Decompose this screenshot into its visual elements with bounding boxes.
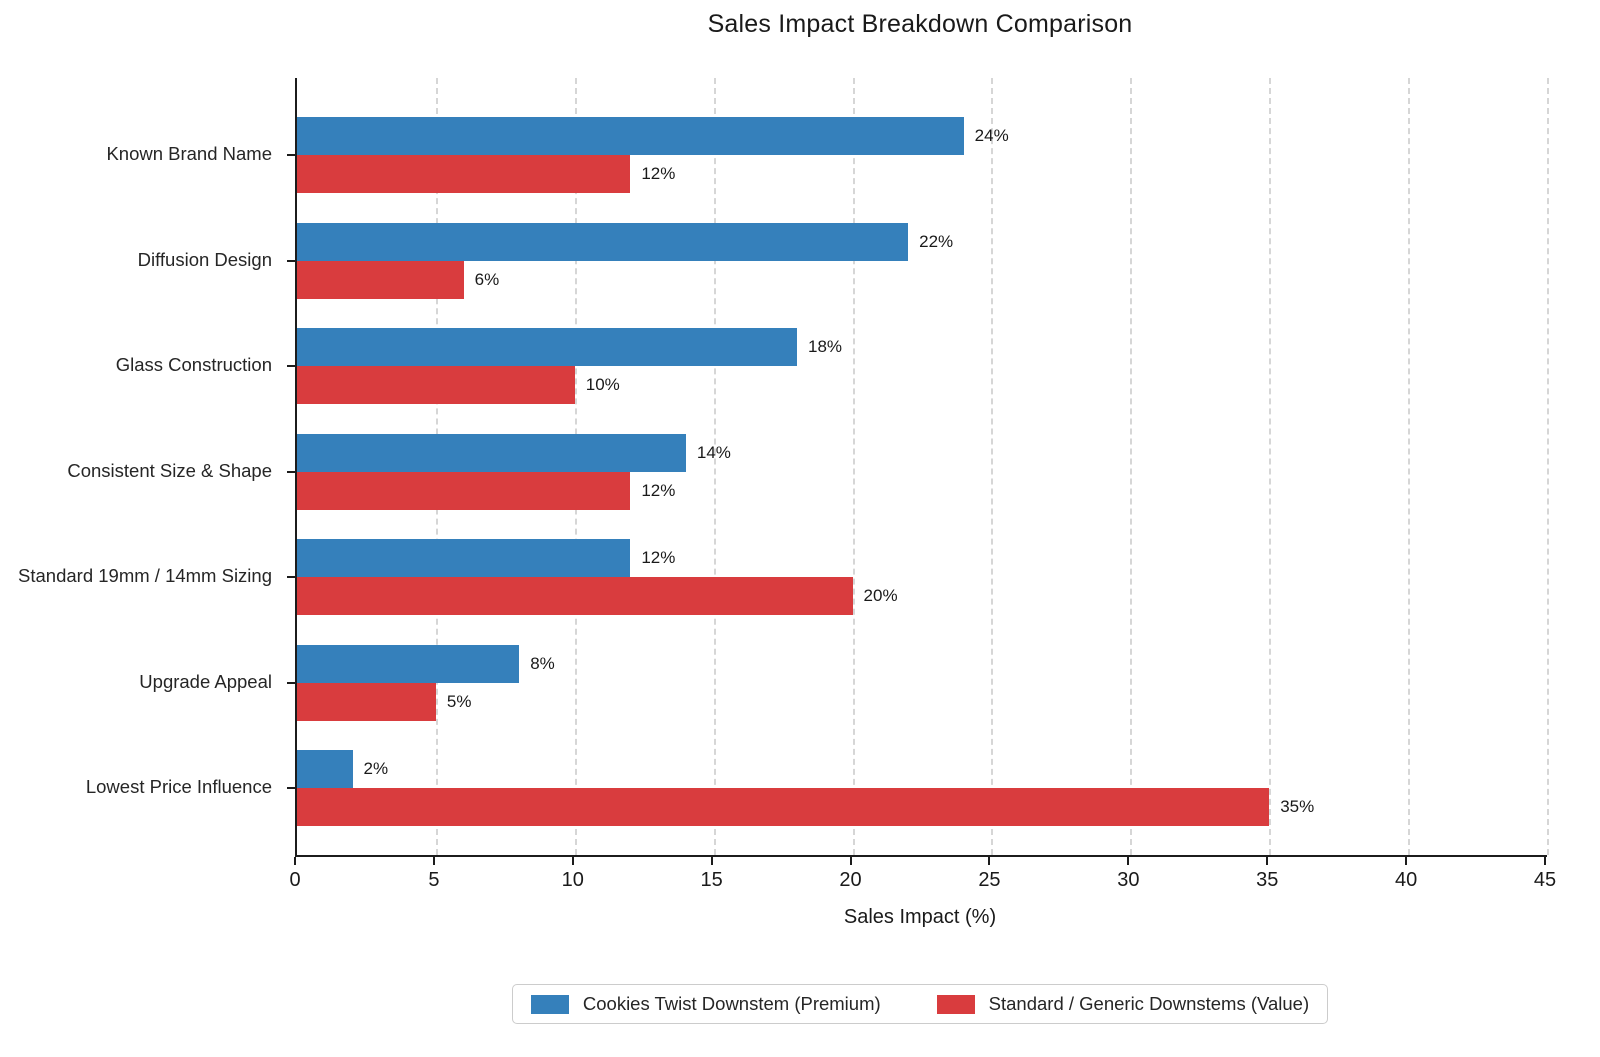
gridline-x-25 xyxy=(991,78,994,855)
bar-value-label: 14% xyxy=(696,442,731,462)
bar-value-label: 8% xyxy=(530,653,555,673)
x-tick-15 xyxy=(710,857,713,865)
bar-value xyxy=(297,155,631,193)
bar-value-label: 35% xyxy=(1280,797,1315,816)
x-tick-30 xyxy=(1127,857,1130,865)
gridline-x-20 xyxy=(852,78,855,855)
bar-premium xyxy=(297,117,964,155)
x-axis-label: Sales Impact (%) xyxy=(843,906,997,928)
bar-value xyxy=(297,366,575,404)
x-tick-5 xyxy=(432,857,435,865)
bar-value xyxy=(297,471,631,510)
bar-premium xyxy=(297,539,631,577)
category-label: Known Brand Name xyxy=(106,143,272,164)
bar-value xyxy=(297,682,436,721)
gridline-x-15 xyxy=(713,78,716,855)
chart-title: Sales Impact Breakdown Comparison xyxy=(707,10,1133,38)
bar-value-label: 12% xyxy=(641,164,676,183)
bar-premium xyxy=(297,433,686,472)
y-tick-0 xyxy=(287,154,295,156)
y-tick-3 xyxy=(287,470,295,473)
bar-value xyxy=(297,260,464,299)
legend-label-value: Standard / Generic Downstems (Value) xyxy=(988,993,1310,1014)
gridline-x-40 xyxy=(1408,78,1411,855)
bar-premium xyxy=(297,644,520,683)
bar-value-label: 6% xyxy=(474,269,500,289)
x-tick-40 xyxy=(1405,857,1408,865)
legend: Cookies Twist Downstem (Premium) Standar… xyxy=(295,984,1545,1024)
bar-value-label: 10% xyxy=(585,375,620,394)
x-tick-45 xyxy=(1544,857,1546,865)
bar-value-label: 18% xyxy=(808,337,843,356)
x-tick-label-5: 5 xyxy=(428,869,440,891)
bar-value-label: 12% xyxy=(641,548,676,567)
bar-value xyxy=(297,788,1270,826)
x-tick-35 xyxy=(1266,857,1269,865)
x-tick-label-10: 10 xyxy=(561,869,584,891)
bar-value-label: 5% xyxy=(446,691,472,711)
y-tick-6 xyxy=(287,787,295,789)
x-tick-25 xyxy=(988,857,991,865)
plot-area: 24% 12% 22% 6% 18% 10% 14% 12% 12% 20% 8% 5% 2% 35% xyxy=(295,78,1549,857)
y-tick-2 xyxy=(287,365,295,367)
category-label: Standard 19mm / 14mm Sizing xyxy=(18,565,272,586)
x-tick-0 xyxy=(294,857,296,865)
category-label: Glass Construction xyxy=(115,354,272,375)
x-tick-label-35: 35 xyxy=(1256,869,1279,891)
bar-value-label: 12% xyxy=(641,480,676,500)
x-tick-label-15: 15 xyxy=(700,869,723,891)
category-label: Consistent Size & Shape xyxy=(67,459,272,481)
y-tick-1 xyxy=(287,259,295,262)
bar-value-label: 24% xyxy=(974,126,1009,145)
bar-value-label: 22% xyxy=(919,231,954,251)
gridline-x-35 xyxy=(1269,78,1272,855)
legend-entry-value: Standard / Generic Downstems (Value) xyxy=(936,993,1310,1015)
x-tick-label-20: 20 xyxy=(839,869,862,891)
bar-premium xyxy=(297,328,797,366)
x-tick-label-0: 0 xyxy=(289,869,301,891)
category-label: Upgrade Appeal xyxy=(139,670,272,692)
bar-value-label: 2% xyxy=(363,759,389,778)
x-tick-label-40: 40 xyxy=(1394,869,1418,891)
legend-swatch-premium xyxy=(530,994,569,1014)
gridline-x-45 xyxy=(1547,78,1549,855)
bar-value xyxy=(297,577,853,615)
gridline-x-30 xyxy=(1130,78,1133,855)
bar-premium xyxy=(297,750,353,788)
y-tick-4 xyxy=(287,576,295,578)
legend-label-premium: Cookies Twist Downstem (Premium) xyxy=(582,993,881,1014)
x-tick-label-25: 25 xyxy=(978,869,1001,891)
legend-swatch-value xyxy=(936,994,975,1014)
legend-box: Cookies Twist Downstem (Premium) Standar… xyxy=(511,984,1329,1024)
x-tick-20 xyxy=(849,857,852,865)
bar-premium xyxy=(297,222,909,261)
legend-entry-premium: Cookies Twist Downstem (Premium) xyxy=(530,993,881,1015)
x-tick-label-45: 45 xyxy=(1533,869,1557,891)
x-tick-10 xyxy=(571,857,574,865)
bar-value-label: 20% xyxy=(863,586,898,605)
category-label: Diffusion Design xyxy=(137,248,272,270)
y-tick-5 xyxy=(287,681,295,684)
category-label: Lowest Price Influence xyxy=(85,776,272,797)
x-tick-label-30: 30 xyxy=(1117,869,1140,891)
